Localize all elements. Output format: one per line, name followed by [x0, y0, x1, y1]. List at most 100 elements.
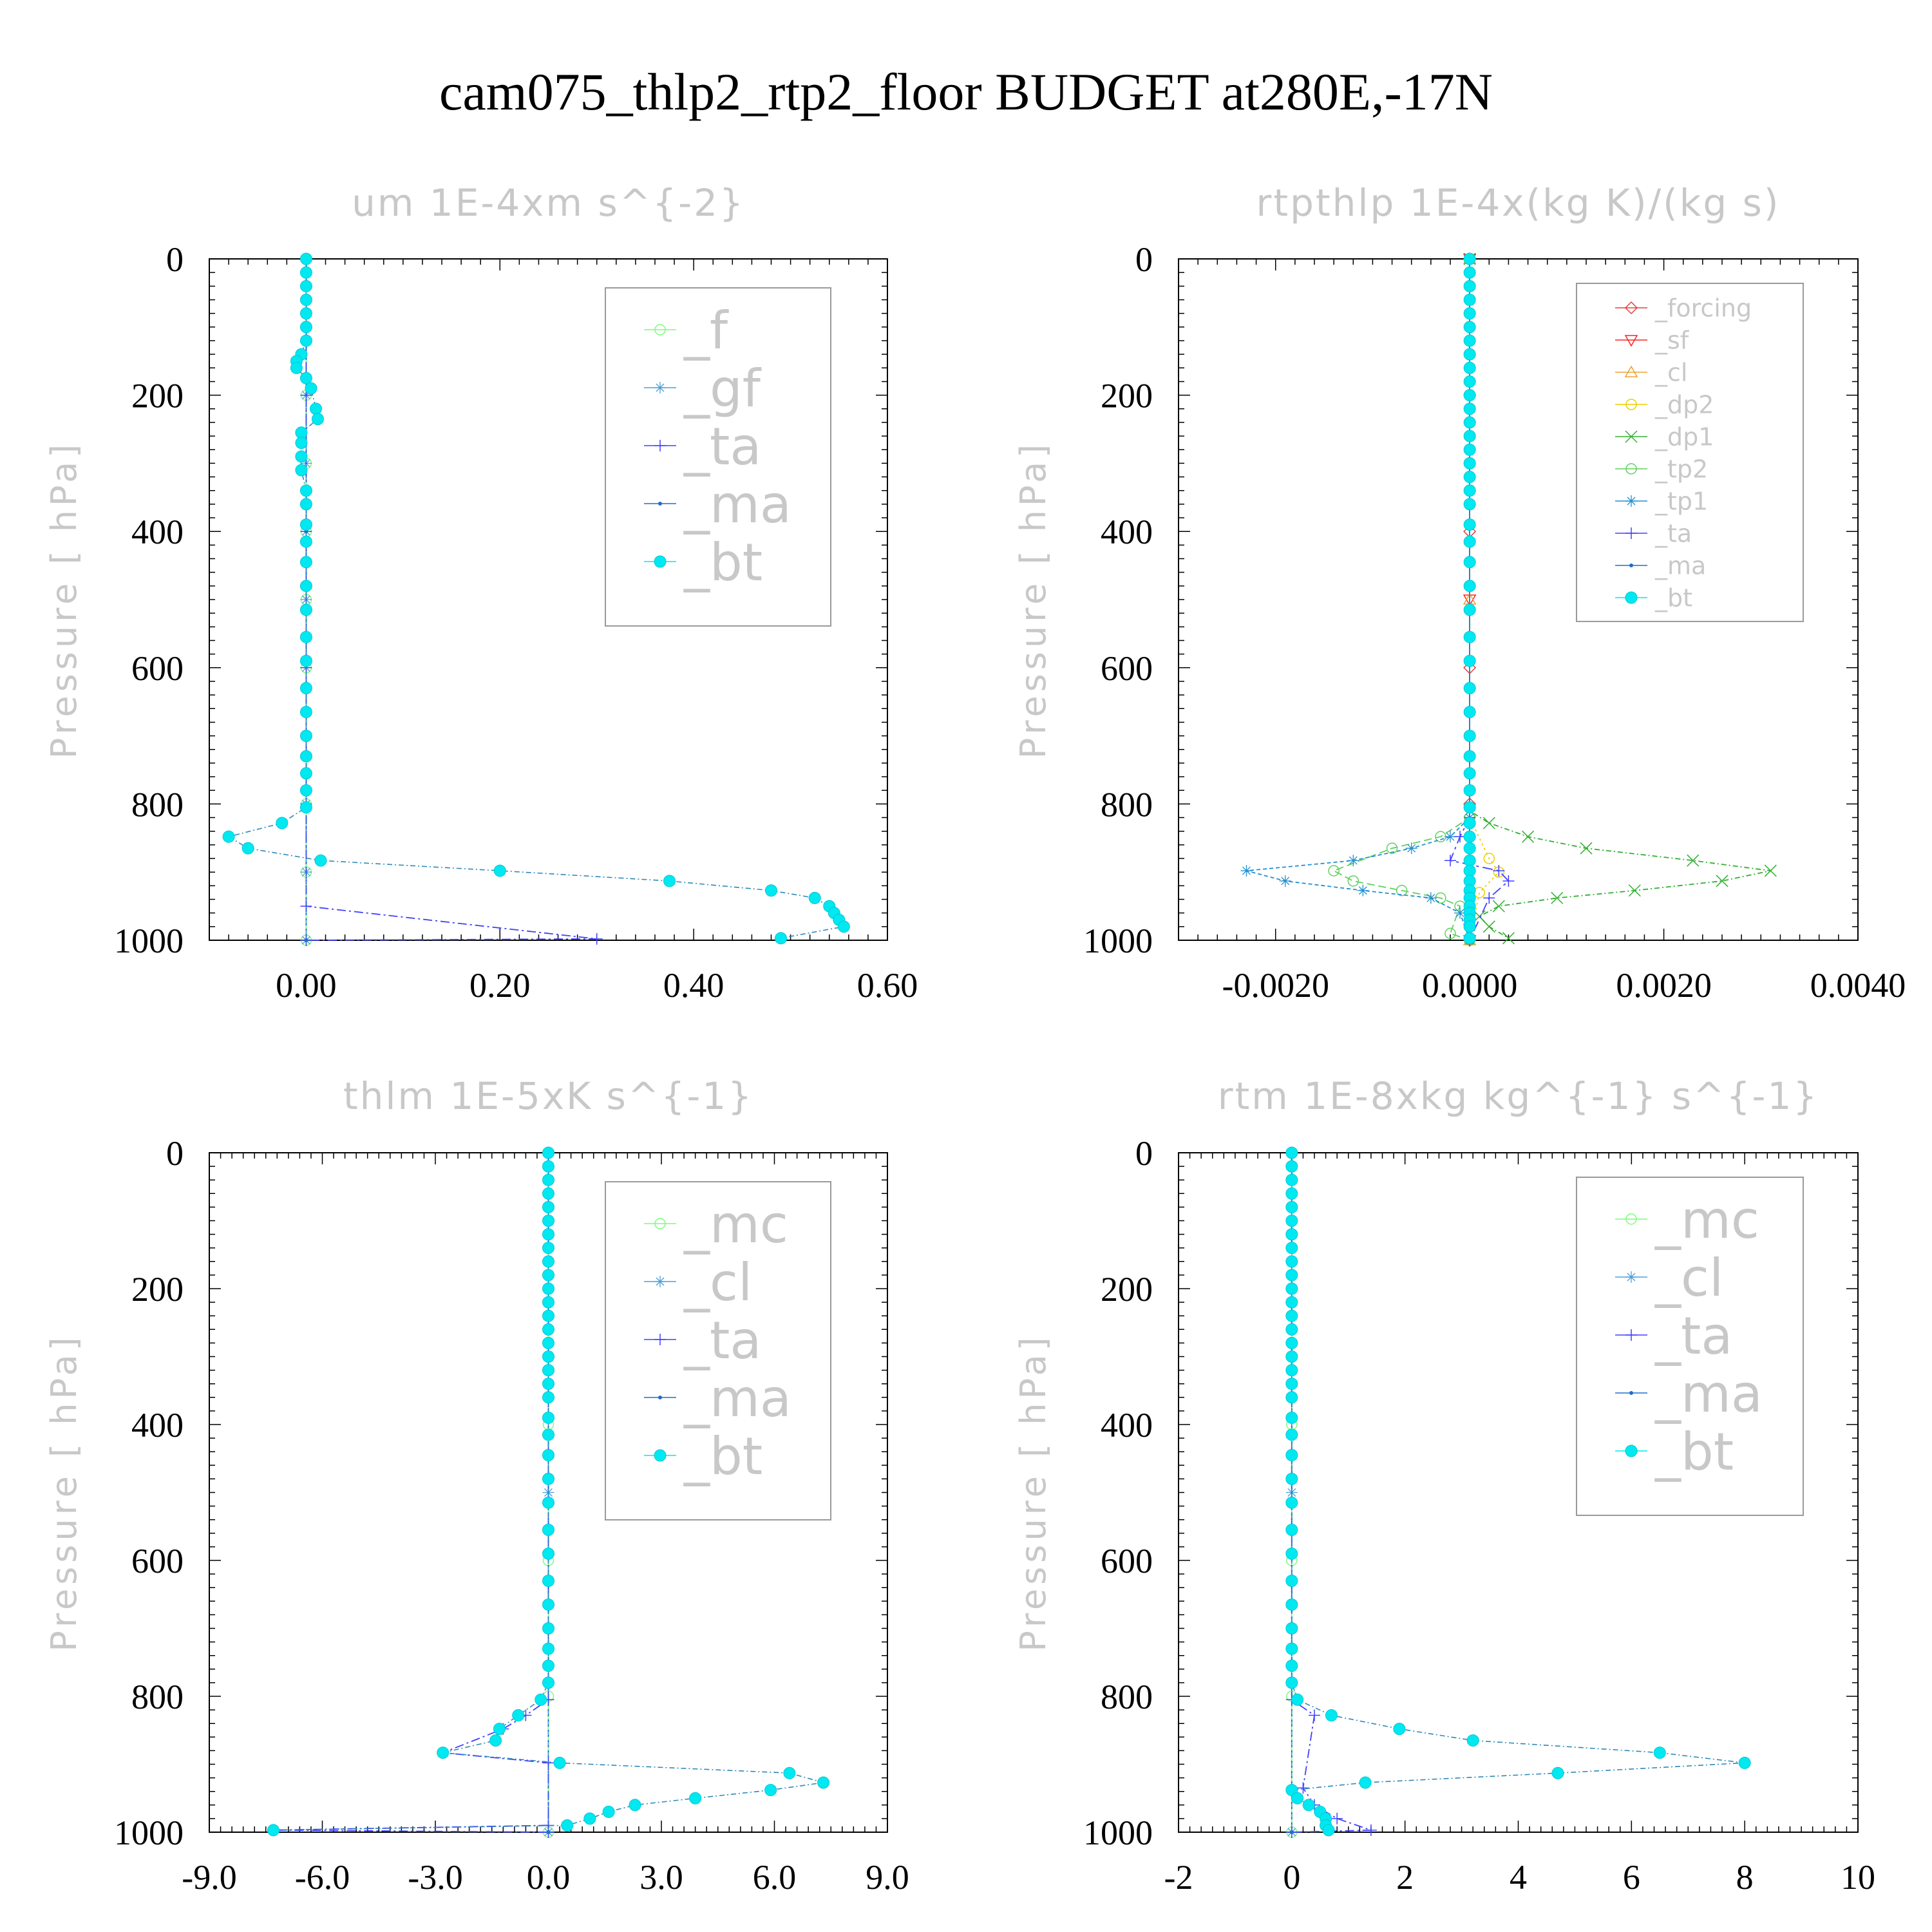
- data-point: [1279, 875, 1291, 887]
- y-tick-label: 800: [1101, 1678, 1153, 1716]
- data-point: [1482, 817, 1495, 829]
- data-point: [1285, 1642, 1298, 1655]
- data-point: [542, 1160, 554, 1173]
- y-tick-label: 200: [131, 377, 184, 415]
- data-point: [299, 603, 312, 616]
- y-axis-label: Pressure [ hPa]: [1013, 1333, 1054, 1652]
- data-point: [1365, 1824, 1377, 1836]
- data-point: [1285, 1215, 1298, 1227]
- data-point: [314, 854, 327, 867]
- y-tick-label: 1000: [1083, 1814, 1153, 1852]
- x-tick-label: 6.0: [753, 1858, 797, 1897]
- data-point: [764, 1784, 777, 1797]
- data-point: [1522, 830, 1535, 843]
- data-point: [1359, 1776, 1372, 1789]
- x-tick-label: -9.0: [182, 1858, 236, 1897]
- y-tick-label: 200: [1101, 1270, 1153, 1309]
- legend: _mc_cl_ta_ma_bt: [1576, 1177, 1804, 1516]
- data-point: [299, 372, 312, 384]
- data-point: [1291, 1693, 1304, 1706]
- data-point: [542, 1448, 554, 1461]
- data-point: [1322, 1824, 1335, 1837]
- legend-box: [1576, 283, 1804, 622]
- x-tick-label: 0.0000: [1422, 966, 1518, 1005]
- data-point: [1302, 1799, 1315, 1812]
- data-point: [1463, 293, 1476, 306]
- data-point: [542, 1242, 554, 1255]
- data-point: [1463, 279, 1476, 292]
- data-point: [1466, 1734, 1479, 1747]
- x-tick-label: 0: [1283, 1858, 1300, 1897]
- data-point: [1463, 854, 1476, 867]
- y-tick-label: 400: [1101, 513, 1153, 551]
- x-tick-label: 0.60: [857, 966, 918, 1005]
- data-point: [1463, 920, 1476, 933]
- data-point: [1285, 1336, 1298, 1349]
- data-point: [602, 1805, 615, 1818]
- data-point: [299, 518, 312, 531]
- data-point: [591, 933, 603, 945]
- data-point: [542, 1378, 554, 1390]
- x-tick-label: 6: [1623, 1858, 1640, 1897]
- data-point: [299, 730, 312, 743]
- data-point: [542, 1660, 554, 1672]
- data-point: [1444, 831, 1456, 843]
- data-point: [1291, 1792, 1304, 1804]
- legend-label: _gf: [683, 359, 762, 419]
- panel-title: rtm 1E-8xkg kg^{-1} s^{-1}: [1218, 1074, 1819, 1118]
- x-tick-label: -2: [1164, 1858, 1193, 1897]
- chart-panel-3: thlm 1E-5xK s^{-1} -9.0 -6.0 -3.0 0.0 3.0 6.0 9…: [44, 1074, 909, 1897]
- data-point: [542, 1575, 554, 1587]
- data-point: [299, 654, 312, 667]
- data-point: [305, 382, 317, 395]
- x-tick-label: -6.0: [295, 1858, 350, 1897]
- data-point: [1463, 580, 1476, 592]
- data-point: [299, 252, 312, 265]
- data-point: [1285, 1350, 1298, 1363]
- legend-swatch-marker: [1625, 463, 1637, 475]
- legend: _forcing _sf _cl _dp2 _dp1 _tp2 _tp1 _ta _ma _bt: [1576, 283, 1804, 622]
- data-point: [561, 1819, 574, 1832]
- x-tick-label: -3.0: [408, 1858, 462, 1897]
- chart-panel-1: um 1E-4xm s^{-2} 0.00 0.20 0.40 0.60 0 200 400 6…: [44, 181, 918, 1005]
- data-point: [299, 801, 312, 814]
- data-point: [663, 875, 676, 887]
- data-point: [542, 1309, 554, 1322]
- data-point: [290, 361, 303, 374]
- data-point: [542, 1296, 554, 1309]
- data-point: [1285, 1428, 1298, 1441]
- chart-panel-4: rtm 1E-8xkg kg^{-1} s^{-1} -2 0 2 4 6 8 10 0 200 4…: [1013, 1074, 1875, 1897]
- data-point: [1463, 518, 1476, 531]
- legend-swatch-marker: [1625, 591, 1638, 604]
- data-point: [1325, 1709, 1338, 1722]
- x-tick-label: 0.40: [663, 966, 724, 1005]
- legend-swatch-marker: [1624, 335, 1638, 347]
- legend-label: _cl: [683, 1253, 752, 1312]
- data-point: [1285, 1200, 1298, 1213]
- data-point: [1285, 1676, 1298, 1689]
- data-point: [1463, 443, 1476, 456]
- legend-swatch-marker: [658, 502, 662, 506]
- data-point: [1687, 854, 1700, 867]
- data-point: [512, 1709, 525, 1722]
- y-axis-label: Pressure [ hPa]: [44, 440, 84, 759]
- data-point: [1463, 457, 1476, 469]
- data-point: [535, 1693, 547, 1706]
- legend-label: _ma: [683, 1368, 791, 1428]
- data-point: [1444, 855, 1456, 867]
- data-point: [542, 1323, 554, 1336]
- data-point: [1463, 767, 1476, 780]
- y-axis-label: Pressure [ hPa]: [44, 1333, 84, 1652]
- legend-label: _bt: [1654, 1422, 1734, 1482]
- y-tick-label: 0: [166, 240, 184, 279]
- legend-label: _bt: [683, 533, 762, 592]
- data-point: [1463, 348, 1476, 361]
- data-point: [764, 884, 777, 897]
- data-point: [493, 1723, 506, 1736]
- chart-panels: um 1E-4xm s^{-2}0.00 0.20 0.40 0.6002004006…: [44, 181, 1906, 1897]
- legend-label: _ta: [683, 1311, 761, 1370]
- legend-label: _ta: [683, 417, 761, 477]
- data-point: [1463, 706, 1476, 719]
- series-group: [222, 252, 850, 946]
